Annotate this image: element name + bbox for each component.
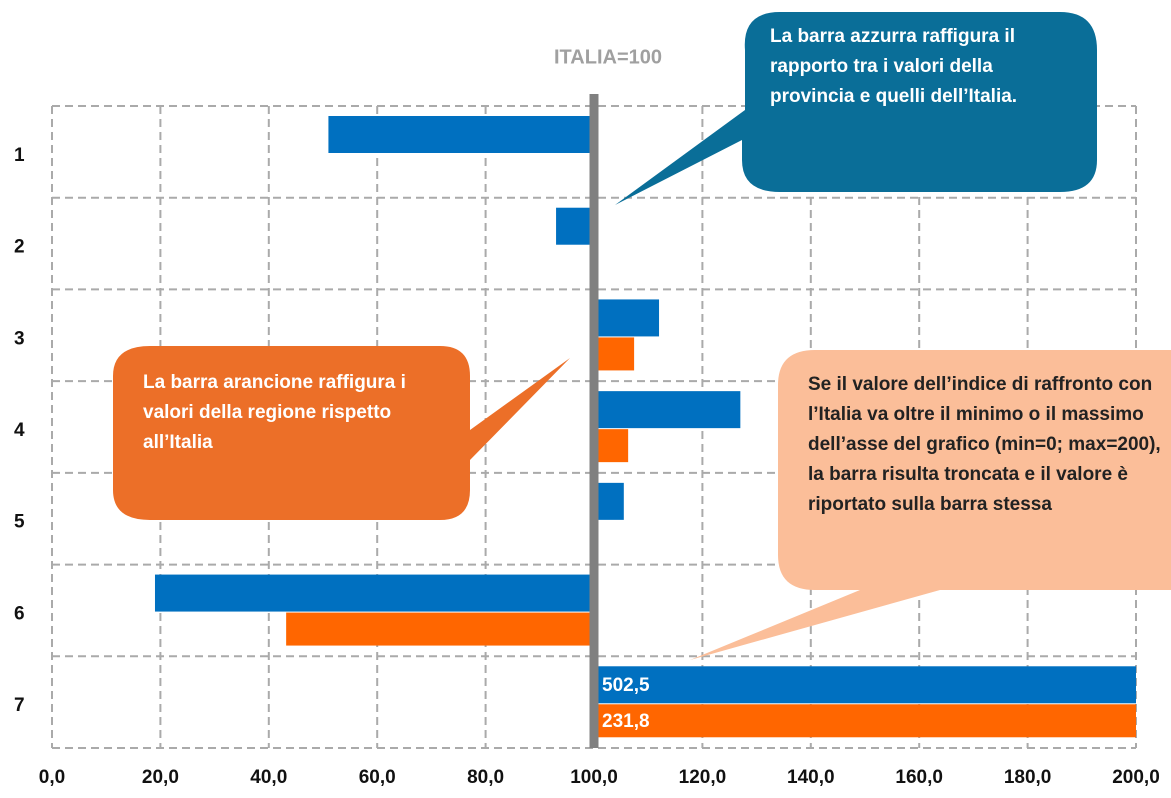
y-tick-label: 1: [14, 145, 25, 166]
x-tick-label: 160,0: [895, 767, 943, 788]
bar: [594, 704, 1136, 738]
y-tick-label: 3: [14, 328, 25, 349]
x-tick-label: 40,0: [250, 767, 287, 788]
callout: [113, 346, 570, 520]
callout: [690, 350, 1171, 660]
annotation: La barra azzurra raffigura il rapporto t…: [770, 26, 1018, 107]
annotation: Se il valore dell’indice di raffronto co…: [808, 374, 1161, 515]
annotation: La barra arancione raffigura i valori de…: [143, 372, 406, 453]
bar: [286, 612, 594, 646]
y-tick-label: 6: [14, 603, 25, 624]
bar: [328, 116, 594, 153]
bar: [594, 391, 741, 429]
y-tick-label: 7: [14, 695, 25, 716]
y-tick-label: 2: [14, 237, 25, 258]
bar: [556, 207, 594, 245]
x-tick-label: 80,0: [467, 767, 504, 788]
x-tick-label: 140,0: [787, 767, 835, 788]
y-tick-label: 4: [14, 420, 25, 441]
x-tick-label: 0,0: [39, 767, 65, 788]
chart-title: ITALIA=100: [554, 46, 662, 68]
x-tick-label: 20,0: [142, 767, 179, 788]
bar: [594, 429, 629, 463]
callout: [615, 12, 1097, 205]
value-label: 231,8: [602, 711, 650, 732]
x-tick-label: 100,0: [570, 767, 618, 788]
x-tick-label: 120,0: [679, 767, 727, 788]
bar: [594, 482, 624, 520]
bar: [594, 299, 660, 337]
x-tick-label: 200,0: [1112, 767, 1160, 788]
bar: [594, 337, 635, 371]
bar: [594, 666, 1136, 704]
x-tick-label: 180,0: [1004, 767, 1052, 788]
y-tick-label: 5: [14, 512, 25, 533]
value-label: 502,5: [602, 675, 650, 696]
x-tick-label: 60,0: [359, 767, 396, 788]
bar: [154, 574, 595, 612]
